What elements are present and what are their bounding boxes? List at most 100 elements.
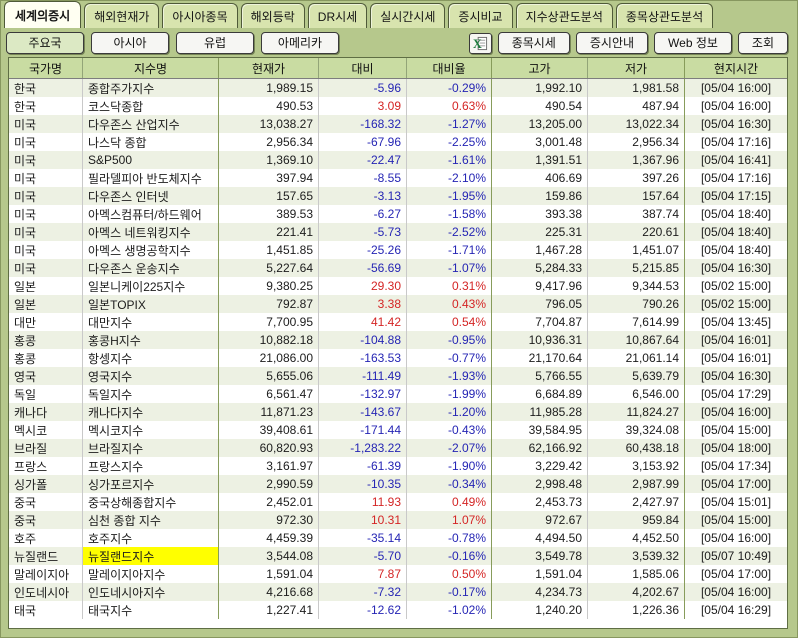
table-row[interactable]: 프랑스 프랑스지수 3,161.97 -61.39 -1.90% 3,229.42 3,15…: [9, 457, 787, 475]
action-button-2[interactable]: Web 정보: [654, 32, 732, 54]
table-row[interactable]: 영국 영국지수 5,655.06 -111.49 -1.93% 5,766.55 5,639…: [9, 367, 787, 385]
cell-local-time: [05/04 16:01]: [700, 351, 772, 365]
table-row[interactable]: 한국 코스닥종합 490.53 3.09 0.63% 490.54 487.94 [05/04…: [9, 97, 787, 115]
cell-high: 10,936.31: [492, 331, 588, 349]
table-row[interactable]: 미국 아멕스 네트워킹지수 221.41 -5.73 -2.52% 225.31 220.6…: [9, 223, 787, 241]
cell-low: 4,452.50: [588, 529, 685, 547]
table-row[interactable]: 말레이지아 말레이지아지수 1,591.04 7.87 0.50% 1,591.04 1,5…: [9, 565, 787, 583]
cell-index-name: 중국상해종합지수: [83, 493, 219, 511]
cell-country: 대만: [9, 313, 83, 331]
table-row[interactable]: 멕시코 멕시코지수 39,408.61 -171.44 -0.43% 39,584.95 3…: [9, 421, 787, 439]
cell-country: 중국: [9, 493, 83, 511]
table-row[interactable]: 중국 중국상해종합지수 2,452.01 11.93 0.49% 2,453.73 2,42…: [9, 493, 787, 511]
table-row[interactable]: 미국 아멕스컴퓨터/하드웨어 389.53 -6.27 -1.58% 393.38 387.…: [9, 205, 787, 223]
cell-change-pct: 0.31%: [407, 277, 492, 295]
cell-index-name: 호주지수: [83, 529, 219, 547]
tab-4[interactable]: DR시세: [307, 3, 368, 28]
cell-local-time: [05/04 16:29]: [700, 603, 772, 617]
excel-export-button[interactable]: X: [468, 32, 492, 54]
table-row[interactable]: 미국 필라델피아 반도체지수 397.94 -8.55 -2.10% 406.69 397.…: [9, 169, 787, 187]
cell-change: -25.26: [319, 241, 407, 259]
tab-6[interactable]: 증시비교: [448, 3, 513, 28]
cell-country: 태국: [9, 601, 83, 619]
tab-1[interactable]: 해외현재가: [84, 3, 160, 28]
cell-index-name: 항셍지수: [83, 349, 219, 367]
region-button-3[interactable]: 아메리카: [261, 32, 339, 54]
table-row[interactable]: 브라질 브라질지수 60,820.93 -1,283.22 -2.07% 62,166.9…: [9, 439, 787, 457]
cell-price: 60,820.93: [219, 439, 319, 457]
table-row[interactable]: 미국 다우존스 인터넷 157.65 -3.13 -1.95% 159.86 157.64 […: [9, 187, 787, 205]
cell-local-time: [05/04 17:16]: [700, 135, 772, 149]
column-header-price: 현재가: [219, 58, 319, 78]
region-button-2[interactable]: 유럽: [176, 32, 254, 54]
cell-high: 796.05: [492, 295, 588, 313]
cell-change-pct: 0.54%: [407, 313, 492, 331]
table-row[interactable]: 미국 다우존스 운송지수 5,227.64 -56.69 -1.07% 5,284.33 5…: [9, 259, 787, 277]
cell-low: 2,427.97: [588, 493, 685, 511]
table-row[interactable]: 중국 심천 종합 지수 972.30 10.31 1.07% 972.67 959.84 [0…: [9, 511, 787, 529]
table-row[interactable]: 인도네시아 인도네시아지수 4,216.68 -7.32 -0.17% 4,234.73 4…: [9, 583, 787, 601]
cell-change-pct: -1.90%: [407, 457, 492, 475]
column-header-local-time: 현지시간: [713, 61, 759, 76]
table-row[interactable]: 뉴질랜드 뉴질랜드지수 3,544.08 -5.70 -0.16% 3,549.78 3,5…: [9, 547, 787, 565]
cell-change: 11.93: [319, 493, 407, 511]
cell-low: 1,585.06: [588, 565, 685, 583]
table-row[interactable]: 일본 일본니케이225지수 9,380.25 29.30 0.31% 9,417.96 9,…: [9, 277, 787, 295]
table-row[interactable]: 한국 종합주가지수 1,989.15 -5.96 -0.29% 1,992.10 1,981…: [9, 79, 787, 97]
table-row[interactable]: 미국 다우존스 산업지수 13,038.27 -168.32 -1.27% 13,205.…: [9, 115, 787, 133]
tab-7[interactable]: 지수상관도분석: [515, 3, 613, 28]
tab-5[interactable]: 실시간시세: [370, 3, 446, 28]
cell-price: 397.94: [219, 169, 319, 187]
cell-high: 1,992.10: [492, 79, 588, 97]
table-row[interactable]: 미국 아멕스 생명공학지수 1,451.85 -25.26 -1.71% 1,467.28…: [9, 241, 787, 259]
action-button-0[interactable]: 종목시세: [497, 32, 570, 54]
cell-local-time: [05/04 18:00]: [700, 441, 772, 455]
cell-low: 60,438.18: [588, 439, 685, 457]
tab-3[interactable]: 해외등락: [240, 3, 305, 28]
cell-low: 387.74: [588, 205, 685, 223]
table-row[interactable]: 독일 독일지수 6,561.47 -132.97 -1.99% 6,684.89 6,546…: [9, 385, 787, 403]
cell-index-name: 뉴질랜드지수: [83, 547, 219, 565]
table-row[interactable]: 미국 S&P500 1,369.10 -22.47 -1.61% 1,391.51 1,36…: [9, 151, 787, 169]
cell-price: 11,871.23: [219, 403, 319, 421]
cell-change: -171.44: [319, 421, 407, 439]
cell-index-name: S&P500: [83, 151, 219, 169]
table-row[interactable]: 일본 일본TOPIX 792.87 3.38 0.43% 796.05 790.26 [05/…: [9, 295, 787, 313]
cell-country: 미국: [9, 259, 83, 277]
cell-local-time: [05/04 16:30]: [700, 117, 772, 131]
cell-local-time: [05/02 15:00]: [700, 279, 772, 293]
cell-country: 미국: [9, 169, 83, 187]
action-button-1[interactable]: 증시안내: [575, 32, 649, 54]
table-row[interactable]: 태국 태국지수 1,227.41 -12.62 -1.02% 1,240.20 1,226.…: [9, 601, 787, 619]
table-row[interactable]: 미국 나스닥 종합 2,956.34 -67.96 -2.25% 3,001.48 2,95…: [9, 133, 787, 151]
cell-high: 1,591.04: [492, 565, 588, 583]
cell-country: 미국: [9, 133, 83, 151]
cell-local-time: [05/04 16:30]: [700, 261, 772, 275]
cell-index-name: 나스닥 종합: [83, 133, 219, 151]
table-row[interactable]: 홍콩 홍콩H지수 10,882.18 -104.88 -0.95% 10,936.31 10…: [9, 331, 787, 349]
table-row[interactable]: 홍콩 항셍지수 21,086.00 -163.53 -0.77% 21,170.64 21,…: [9, 349, 787, 367]
table-row[interactable]: 호주 호주지수 4,459.39 -35.14 -0.78% 4,494.50 4,452.…: [9, 529, 787, 547]
region-button-0[interactable]: 주요국: [6, 32, 84, 54]
cell-price: 13,038.27: [219, 115, 319, 133]
table-row[interactable]: 캐나다 캐나다지수 11,871.23 -143.67 -1.20% 11,985.28 1…: [9, 403, 787, 421]
cell-change: 3.38: [319, 295, 407, 313]
action-button-3[interactable]: 조회: [737, 32, 788, 54]
tab-0[interactable]: 세계의증시: [4, 1, 82, 28]
tab-2[interactable]: 아시아종목: [162, 3, 238, 28]
cell-change: -35.14: [319, 529, 407, 547]
cell-change: -5.73: [319, 223, 407, 241]
cell-change: -111.49: [319, 367, 407, 385]
cell-change-pct: -1.02%: [407, 601, 492, 619]
cell-local-time: [05/04 15:00]: [700, 513, 772, 527]
cell-low: 1,367.96: [588, 151, 685, 169]
cell-country: 영국: [9, 367, 83, 385]
table-row[interactable]: 대만 대만지수 7,700.95 41.42 0.54% 7,704.87 7,614.99…: [9, 313, 787, 331]
cell-index-name: 태국지수: [83, 601, 219, 619]
region-button-1[interactable]: 아시아: [91, 32, 169, 54]
cell-price: 1,451.85: [219, 241, 319, 259]
cell-low: 1,451.07: [588, 241, 685, 259]
tab-8[interactable]: 종목상관도분석: [615, 3, 714, 28]
cell-local-time: [05/04 16:00]: [700, 81, 772, 95]
table-row[interactable]: 싱가폴 싱가포르지수 2,990.59 -10.35 -0.34% 2,998.48 2,9…: [9, 475, 787, 493]
